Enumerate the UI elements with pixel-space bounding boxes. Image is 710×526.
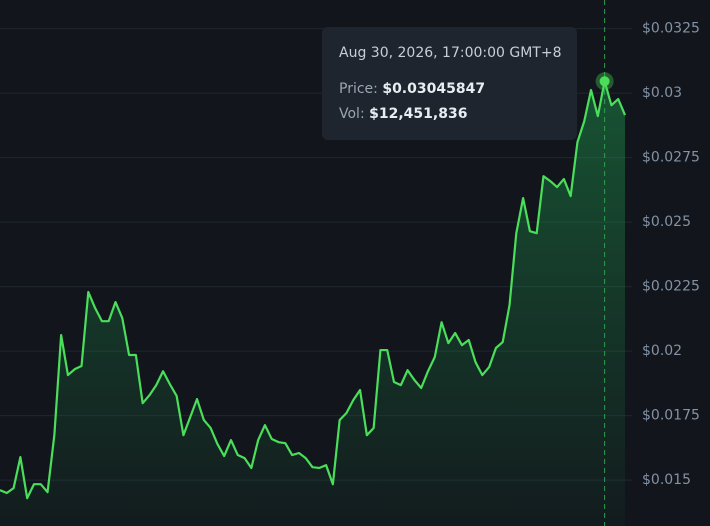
y-tick-label: $0.02 (642, 343, 682, 359)
tooltip-volume: Vol: $12,451,836 (339, 106, 467, 122)
y-tick-label: $0.0325 (642, 21, 700, 37)
area (0, 81, 625, 526)
tooltip: Aug 30, 2026, 17:00:00 GMT+8 Price: $0.0… (322, 27, 577, 140)
plot (0, 0, 627, 526)
y-tick-label: $0.0175 (642, 408, 700, 424)
tooltip-box (322, 27, 577, 140)
tooltip-price: Price: $0.03045847 (339, 81, 485, 97)
tooltip-volume-label: Vol: (339, 106, 365, 122)
tooltip-price-label: Price: (339, 81, 378, 97)
tooltip-date: Aug 30, 2026, 17:00:00 GMT+8 (339, 45, 561, 61)
tooltip-volume-value: $12,451,836 (369, 106, 467, 122)
y-tick-label: $0.03 (642, 85, 682, 101)
grid: $0.015 $0.0175 $0.02 $0.0225 $0.025 $0.0275 $0… (0, 21, 700, 488)
y-tick-label: $0.015 (642, 472, 691, 488)
y-tick-label: $0.0225 (642, 279, 700, 295)
price-line (0, 80, 627, 500)
hover-point (599, 76, 610, 87)
y-tick-label: $0.0275 (642, 150, 700, 166)
tooltip-price-value: $0.03045847 (382, 81, 485, 97)
y-tick-label: $0.025 (642, 214, 691, 230)
